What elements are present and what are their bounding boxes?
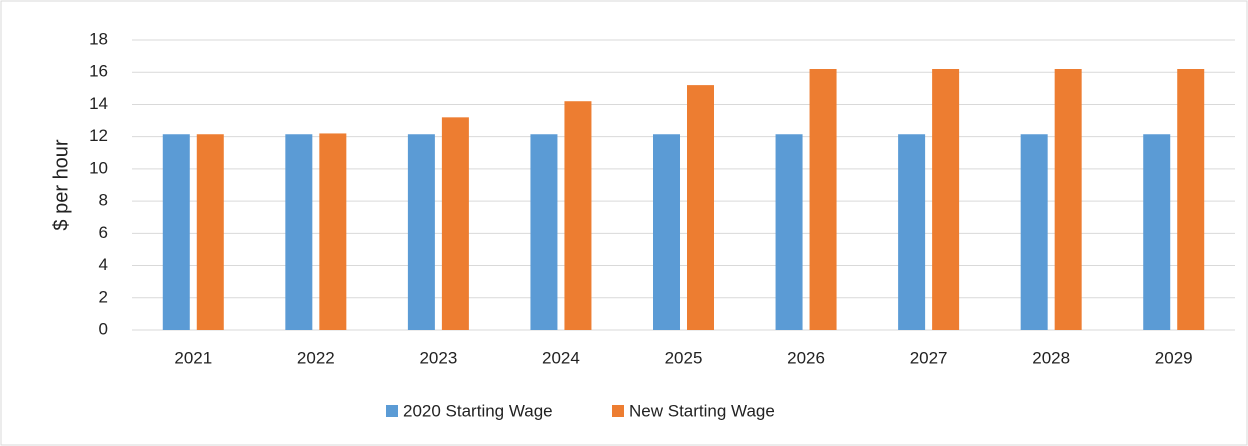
bar [687,85,714,330]
x-tick-label: 2029 [1155,348,1193,367]
legend-swatch [386,405,398,417]
y-axis-label: $ per hour [50,139,72,231]
bar [564,101,592,330]
x-tick-label: 2022 [297,348,335,367]
y-tick-label: 0 [99,319,108,338]
bar [285,134,313,330]
y-tick-label: 4 [99,255,108,274]
x-tick-label: 2021 [174,348,212,367]
bar [1143,134,1171,330]
y-tick-label: 12 [89,126,108,145]
legend-swatch [612,405,624,417]
y-tick-label: 14 [89,94,108,113]
bar [319,133,347,330]
y-tick-label: 6 [99,223,108,242]
bar [530,134,558,330]
bar [196,134,224,330]
bar [441,117,469,330]
y-tick-label: 2 [99,287,108,306]
x-tick-label: 2025 [665,348,703,367]
x-tick-label: 2026 [787,348,825,367]
bar [162,134,190,330]
y-tick-label: 16 [89,62,108,81]
x-tick-label: 2023 [419,348,457,367]
y-tick-label: 10 [89,158,108,177]
bar [1054,69,1082,330]
bar [1020,134,1048,330]
legend-label: 2020 Starting Wage [403,401,553,420]
bar [1177,69,1205,330]
bar [653,134,680,330]
x-tick-label: 2028 [1032,348,1070,367]
x-tick-label: 2027 [910,348,948,367]
bar [932,69,960,330]
legend-label: New Starting Wage [629,401,775,420]
x-tick-label: 2024 [542,348,580,367]
bar [898,134,926,330]
bar [775,134,803,330]
y-tick-label: 18 [89,29,108,48]
bar [809,69,837,330]
y-tick-label: 8 [99,191,108,210]
bar [407,134,435,330]
